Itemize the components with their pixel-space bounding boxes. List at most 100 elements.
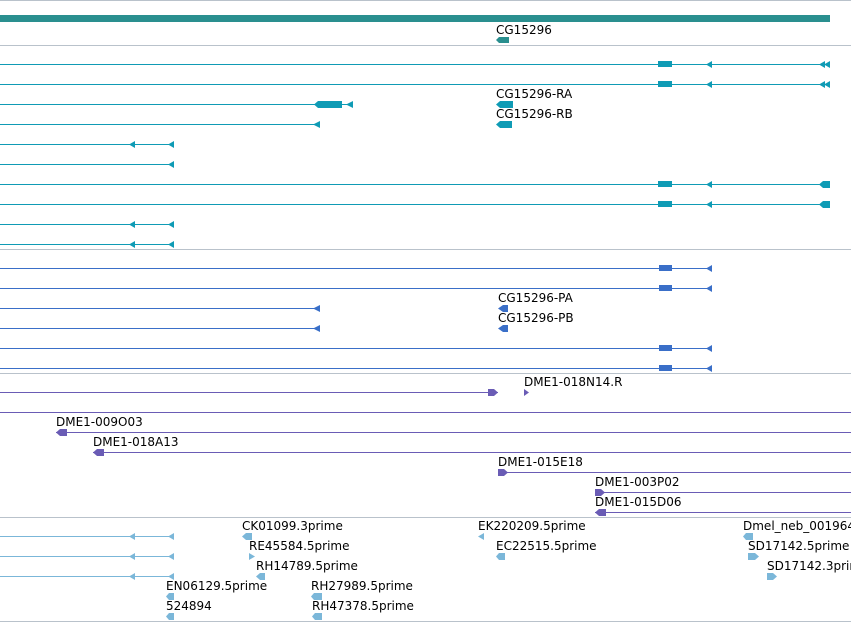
est-feature[interactable] (0, 533, 174, 540)
clone-end-arrow (595, 489, 605, 496)
exon-arrow (706, 61, 712, 68)
clone-label: DME1-018A13 (93, 435, 179, 449)
est-feature[interactable] (0, 553, 174, 560)
exon-arrow (346, 101, 353, 108)
clone-feature[interactable]: DME1-018N14.R (0, 375, 622, 396)
exon-arrow (824, 61, 830, 68)
exon-block (658, 61, 672, 67)
clone-label: DME1-003P02 (595, 475, 680, 489)
protein-label: CG15296-PA (498, 291, 574, 305)
est-feature[interactable]: EN06129.5prime (166, 579, 267, 600)
est-feature[interactable]: RH27989.5prime (311, 579, 413, 600)
exon-block (496, 121, 512, 128)
clone-feature[interactable]: DME1-003P02 (595, 475, 851, 496)
clone-label: DME1-015D06 (595, 495, 682, 509)
protein-track: CG15296-PA CG15296-PB (0, 265, 712, 372)
clone-end-arrow (524, 389, 529, 396)
exon-arrow (706, 285, 712, 292)
est-feature[interactable]: EC22515.5prime (496, 539, 597, 560)
est-feature[interactable]: EK220209.5prime (478, 519, 586, 540)
transcript-label: CG15296-RB (496, 107, 573, 121)
protein-feature[interactable] (0, 265, 712, 272)
exon-block (659, 345, 672, 351)
exon-arrow (168, 553, 174, 560)
protein-feature[interactable]: CG15296-PB (0, 311, 574, 332)
exon-arrow (168, 141, 174, 148)
est-feature[interactable]: Dmel_neb_001964 (743, 519, 851, 540)
exon-arrow (706, 201, 712, 208)
exon-block (659, 365, 672, 371)
est-label: SD17142.5prime (748, 539, 849, 553)
transcript-track: CG15296-RA CG15296-RB (0, 61, 830, 248)
exon-block (819, 201, 830, 208)
transcript-feature[interactable] (0, 81, 830, 88)
est-feature[interactable]: SD17142.5prime (748, 539, 849, 560)
est-label: Dmel_neb_001964 (743, 519, 851, 533)
clone-label: DME1-018N14.R (524, 375, 622, 389)
transcript-feature[interactable] (0, 141, 174, 148)
clone-end-arrow (93, 449, 104, 456)
est-glyph (743, 533, 753, 540)
clone-feature[interactable]: DME1-015D06 (595, 495, 851, 516)
est-glyph (249, 553, 255, 560)
transcript-label: CG15296-RA (496, 87, 573, 101)
clone-feature[interactable]: DME1-015E18 (498, 455, 851, 476)
exon-block (496, 101, 513, 108)
est-feature[interactable]: RE45584.5prime (249, 539, 350, 560)
exon-arrow (819, 81, 825, 88)
est-glyph (242, 533, 252, 540)
protein-feature[interactable] (0, 345, 712, 352)
est-feature[interactable] (0, 573, 174, 580)
exon-block (659, 265, 672, 271)
est-label: EK220209.5prime (478, 519, 586, 533)
gene-feature[interactable]: CG15296 (496, 23, 552, 43)
clone-end-arrow (498, 469, 508, 476)
est-feature[interactable]: 524894 (166, 599, 212, 620)
exon-arrow (706, 345, 712, 352)
transcript-feature[interactable] (0, 201, 830, 208)
exon-arrow (129, 241, 135, 248)
est-glyph (312, 613, 322, 620)
transcript-feature[interactable] (0, 61, 830, 68)
transcript-feature[interactable] (0, 221, 174, 228)
protein-feature[interactable] (0, 285, 712, 292)
transcript-feature[interactable] (0, 161, 174, 168)
transcript-feature[interactable] (0, 241, 174, 248)
clone-feature[interactable]: DME1-018A13 (93, 435, 851, 456)
exon-arrow (129, 141, 135, 148)
protein-feature[interactable]: CG15296-PA (0, 291, 574, 312)
clone-feature[interactable]: DME1-009O03 (56, 415, 851, 436)
est-label: EC22515.5prime (496, 539, 597, 553)
clone-end-arrow (595, 509, 606, 516)
est-label: RE45584.5prime (249, 539, 350, 553)
transcript-feature[interactable] (0, 181, 830, 188)
est-glyph (496, 553, 505, 560)
exon-arrow (168, 533, 174, 540)
exon-block (658, 181, 672, 187)
protein-feature[interactable] (0, 365, 712, 372)
exon-arrow (168, 221, 174, 228)
exon-arrow (313, 305, 320, 312)
transcript-feature[interactable]: CG15296-RB (0, 107, 573, 128)
exon-arrow (706, 365, 712, 372)
est-glyph (256, 573, 265, 580)
gene-span-bar[interactable] (0, 15, 830, 22)
est-feature[interactable]: SD17142.3prime (767, 559, 851, 580)
exon-arrow (498, 325, 508, 332)
est-label: RH47378.5prime (312, 599, 414, 613)
est-feature[interactable]: CK01099.3prime (242, 519, 343, 540)
est-feature[interactable]: RH14789.5prime (256, 559, 358, 580)
gene-label: CG15296 (496, 23, 552, 37)
gene-track: CG15296 (0, 15, 830, 43)
exon-arrow (706, 81, 712, 88)
exon-block (819, 181, 830, 188)
exon-block (658, 201, 672, 207)
est-label: 524894 (166, 599, 212, 613)
exon-arrow (313, 325, 320, 332)
exon-block (314, 101, 342, 108)
exon-arrow (129, 533, 135, 540)
est-label: CK01099.3prime (242, 519, 343, 533)
est-glyph (166, 593, 174, 600)
est-feature[interactable]: RH47378.5prime (312, 599, 414, 620)
transcript-feature[interactable]: CG15296-RA (0, 87, 573, 108)
